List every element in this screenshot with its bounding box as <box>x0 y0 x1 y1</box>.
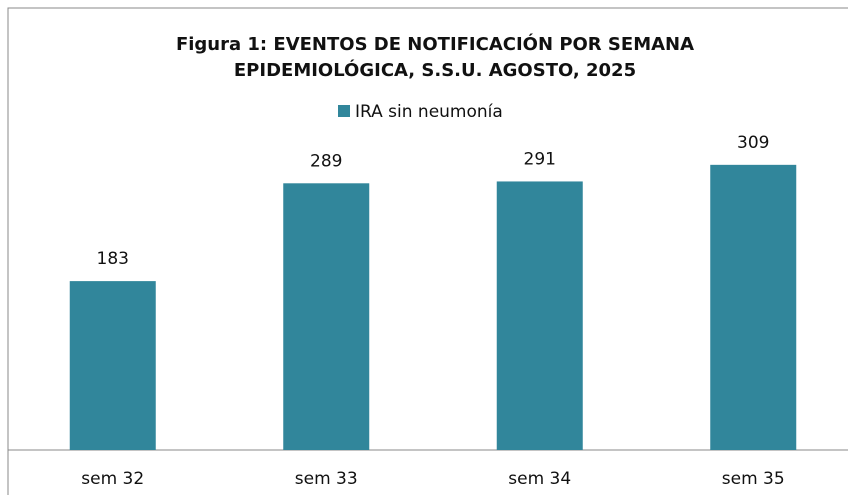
x-tick-label: sem 32 <box>81 469 144 489</box>
bar <box>69 281 156 450</box>
bar <box>710 164 797 450</box>
legend-label: IRA sin neumonía <box>355 102 503 122</box>
x-tick-label: sem 35 <box>722 469 785 489</box>
data-label: 309 <box>737 133 769 153</box>
data-label: 291 <box>524 149 556 169</box>
legend-swatch <box>338 105 350 117</box>
chart-title: EPIDEMIOLÓGICA, S.S.U. AGOSTO, 2025 <box>234 59 636 81</box>
data-label: 289 <box>310 151 342 171</box>
data-label: 183 <box>97 249 129 269</box>
bar <box>283 183 370 450</box>
bar <box>496 181 583 450</box>
x-tick-label: sem 34 <box>508 469 571 489</box>
x-tick-label: sem 33 <box>295 469 358 489</box>
chart-title: Figura 1: EVENTOS DE NOTIFICACIÓN POR SE… <box>176 33 694 55</box>
